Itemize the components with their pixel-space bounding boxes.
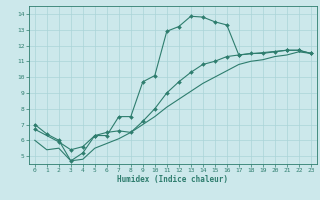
X-axis label: Humidex (Indice chaleur): Humidex (Indice chaleur): [117, 175, 228, 184]
